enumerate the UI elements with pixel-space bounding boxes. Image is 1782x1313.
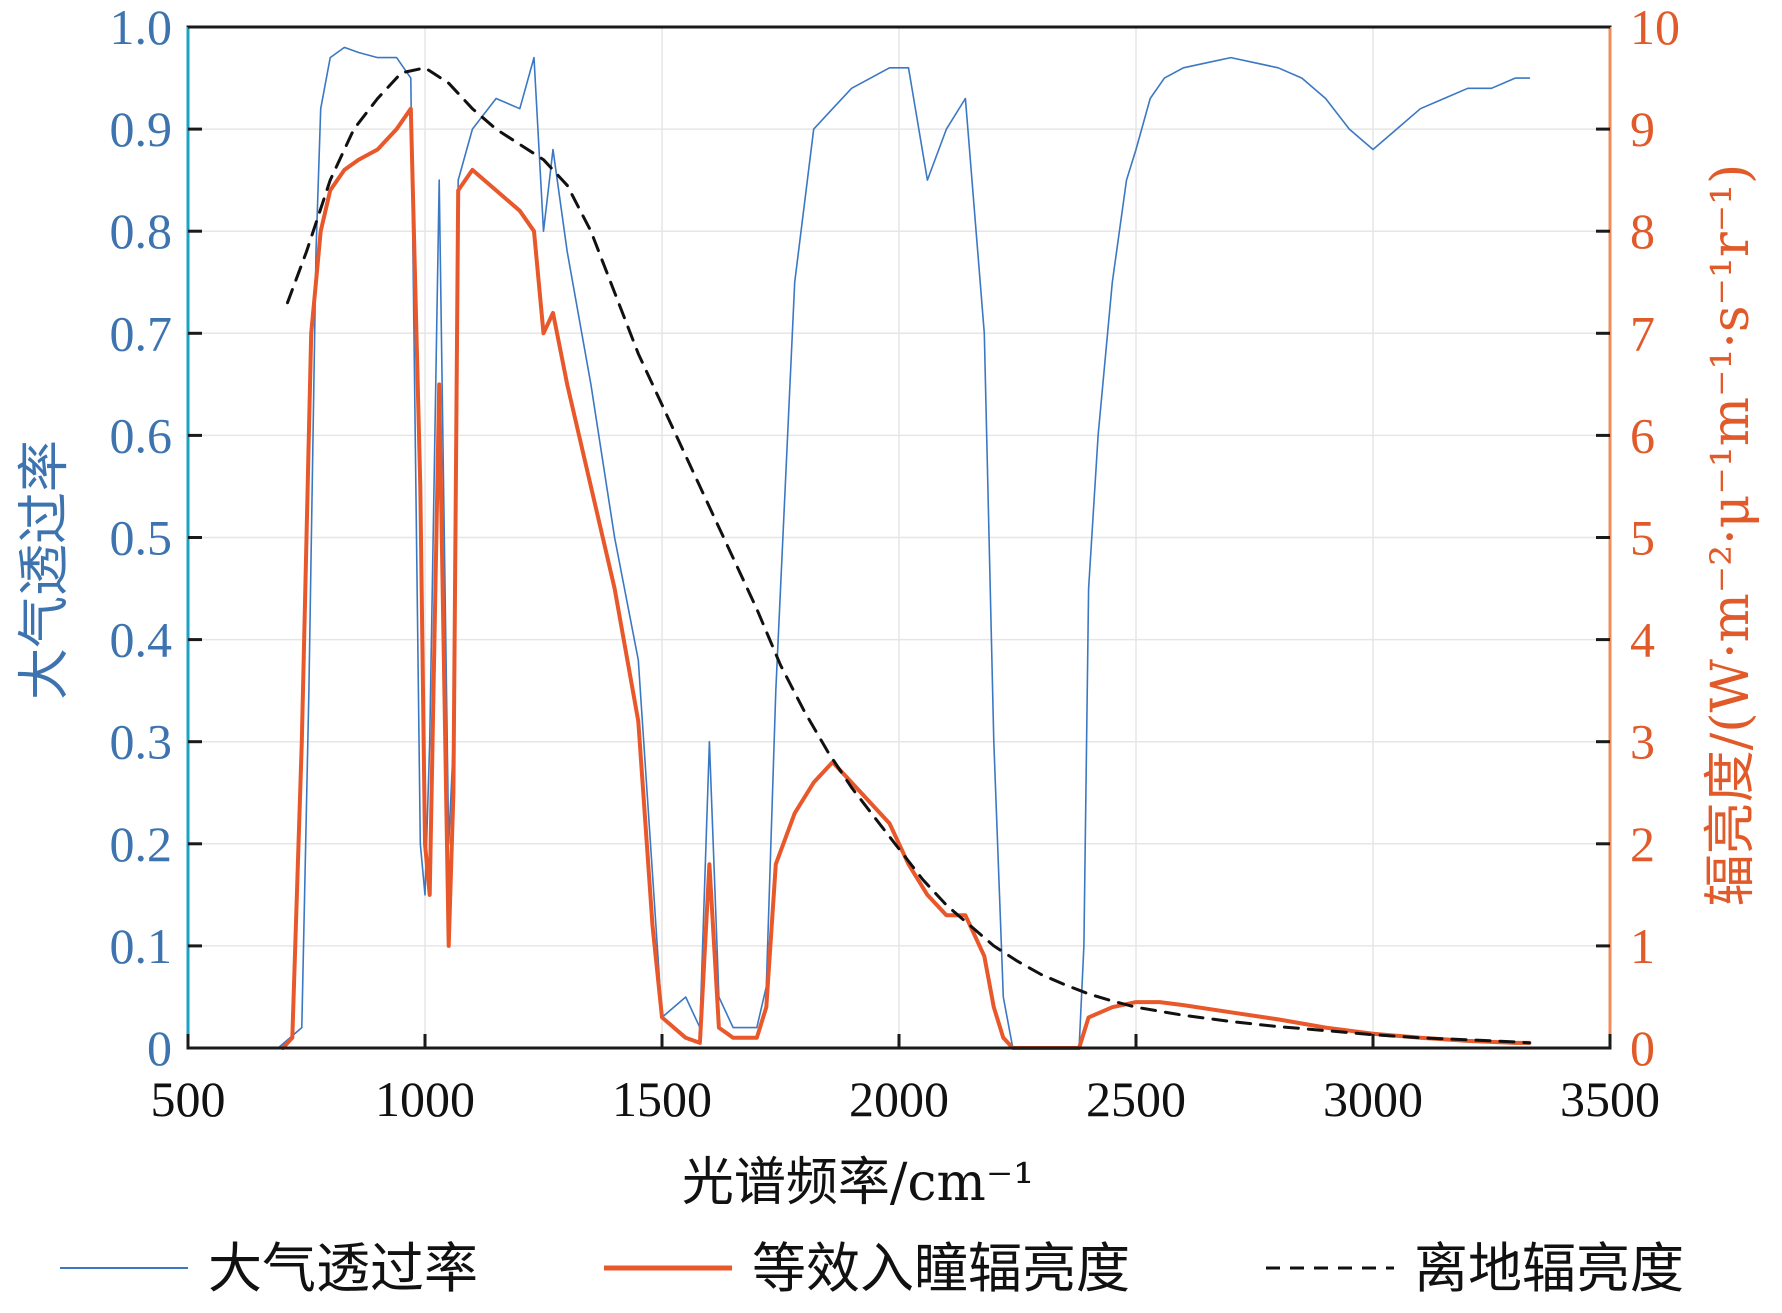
x-tick-label: 1000 <box>375 1071 475 1127</box>
x-tick-label: 1500 <box>612 1071 712 1127</box>
y-right-tick-label: 10 <box>1630 0 1680 55</box>
x-tick-label: 3000 <box>1323 1071 1423 1127</box>
y-left-tick-label: 0.2 <box>110 816 173 872</box>
y-left-tick-label: 0 <box>147 1020 172 1076</box>
y-left-tick-label: 1.0 <box>110 0 173 55</box>
y-right-tick-label: 9 <box>1630 101 1655 157</box>
y-right-tick-label: 0 <box>1630 1020 1655 1076</box>
legend: 大气透过率 等效入瞳辐亮度 离地辐亮度 <box>60 1237 1684 1300</box>
legend-label-entrance-radiance: 等效入瞳辐亮度 <box>752 1237 1130 1300</box>
y-left-tick-label: 0.3 <box>110 714 173 770</box>
y-left-tick-label: 0.1 <box>110 918 173 974</box>
y-left-tick-label: 0.5 <box>110 510 173 566</box>
series-transmittance <box>277 46 1531 1049</box>
x-tick-label: 500 <box>151 1071 226 1127</box>
y-left-tick-label: 0.4 <box>110 612 173 668</box>
x-tick-label: 3500 <box>1560 1071 1660 1127</box>
y-left-tick-label: 0.8 <box>110 203 173 259</box>
y-left-tick-label: 0.7 <box>110 305 173 361</box>
y-right-tick-label: 1 <box>1630 918 1655 974</box>
series-entrance-radiance <box>280 106 1532 1050</box>
legend-label-transmittance: 大气透过率 <box>208 1237 478 1300</box>
series-ground-radiance <box>286 66 1531 1045</box>
y-left-ticks: 0 0.1 0.2 0.3 0.4 0.5 0.6 0.7 0.8 0.9 1.0 <box>110 0 202 1076</box>
y-left-tick-label: 0.6 <box>110 407 173 463</box>
legend-label-ground-radiance: 离地辐亮度 <box>1414 1237 1684 1300</box>
y-left-tick-label: 0.9 <box>110 101 173 157</box>
x-tick-label: 2000 <box>849 1071 949 1127</box>
x-axis-title: 光谱频率/cm⁻¹ <box>682 1153 1034 1213</box>
y-right-tick-label: 6 <box>1630 407 1655 463</box>
series-layer <box>277 46 1532 1050</box>
y-left-axis-title: 大气透过率 <box>15 440 75 700</box>
y-right-tick-label: 5 <box>1630 510 1655 566</box>
y-right-tick-label: 4 <box>1630 612 1655 668</box>
x-tick-label: 2500 <box>1086 1071 1186 1127</box>
y-right-ticks: 0 1 2 3 4 5 6 7 8 9 10 <box>1596 0 1680 1076</box>
y-right-tick-label: 7 <box>1630 305 1655 361</box>
y-right-tick-label: 8 <box>1630 203 1655 259</box>
y-right-tick-label: 3 <box>1630 714 1655 770</box>
y-right-tick-label: 2 <box>1630 816 1655 872</box>
grid <box>187 26 1611 1049</box>
x-ticks: 500 1000 1500 2000 2500 3000 3500 <box>151 1034 1660 1127</box>
y-right-axis-title: 辐亮度/(W·m⁻²·μ⁻¹m⁻¹·s⁻¹r⁻¹) <box>1701 164 1761 907</box>
